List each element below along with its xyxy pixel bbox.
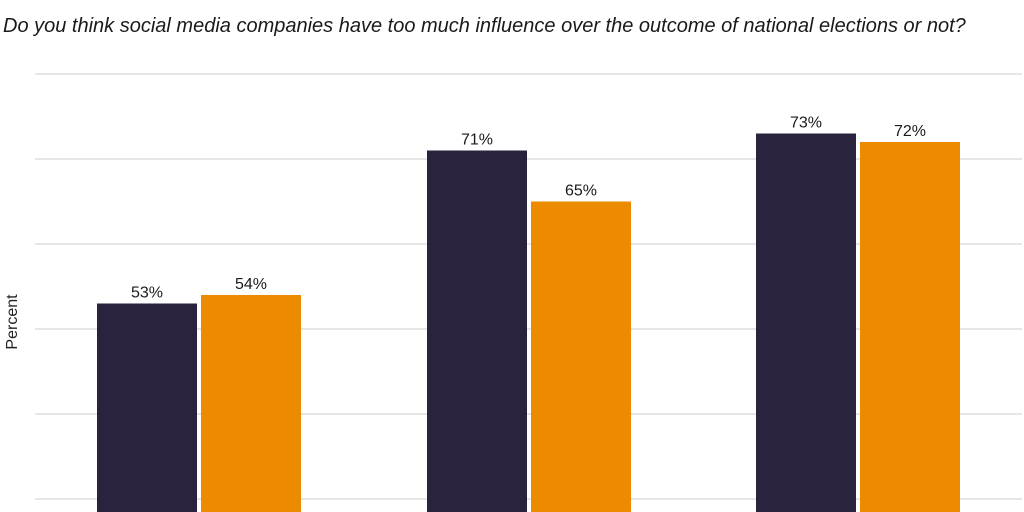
bar	[756, 133, 856, 512]
bar	[97, 303, 197, 512]
data-label: 73%	[790, 115, 822, 132]
data-label: 54%	[235, 276, 267, 293]
data-label: 65%	[565, 183, 597, 200]
bar	[201, 295, 301, 512]
bar	[860, 142, 960, 512]
bar	[427, 150, 527, 512]
bar	[531, 201, 631, 512]
data-label: 72%	[894, 123, 926, 140]
data-label: 71%	[461, 132, 493, 149]
chart-title: Do you think social media companies have…	[3, 15, 966, 37]
data-label: 53%	[131, 285, 163, 302]
